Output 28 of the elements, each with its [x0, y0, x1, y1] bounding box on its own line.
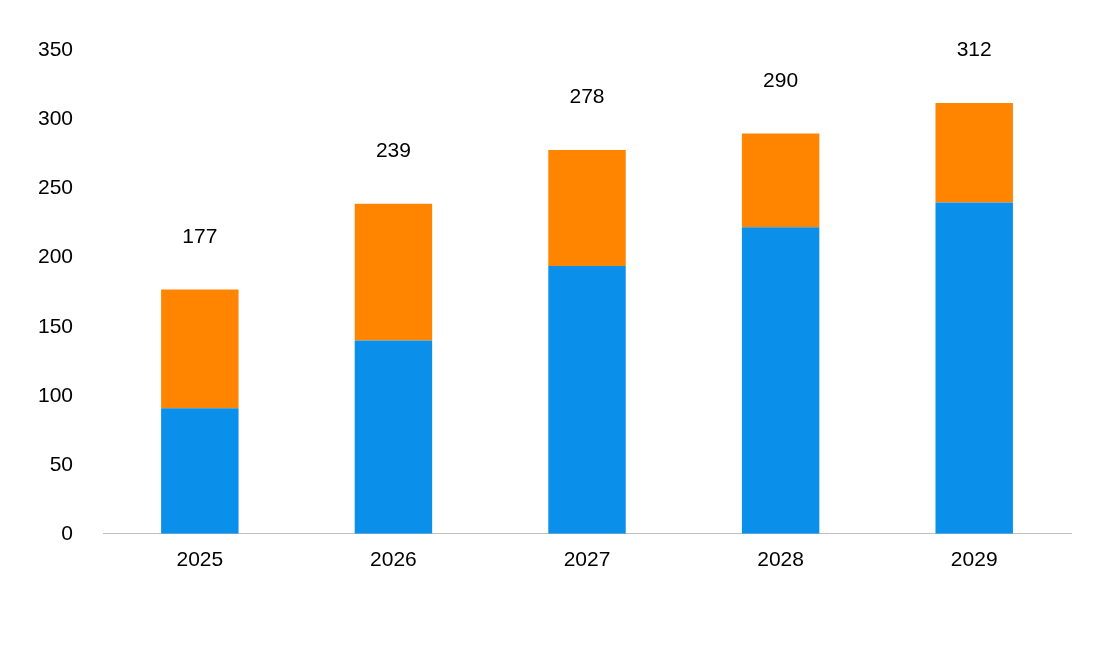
x-tick-label: 2029: [950, 547, 998, 571]
total-label: 312: [956, 37, 992, 61]
total-label: 239: [375, 138, 411, 162]
y-tick-label: 350: [37, 37, 74, 61]
x-tick-label: 2026: [370, 547, 417, 571]
y-tick-label: 150: [37, 313, 74, 337]
bar: [548, 150, 626, 266]
y-tick-label: 200: [37, 244, 74, 268]
y-tick-label: 300: [37, 106, 74, 130]
y-tick-label: 100: [37, 382, 74, 406]
y-tick-label: 50: [49, 451, 74, 475]
bar: [935, 103, 1013, 203]
y-tick-label: 250: [37, 175, 74, 199]
x-tick-label: 2025: [176, 547, 224, 571]
total-label: 278: [569, 84, 605, 108]
bar: [741, 133, 820, 228]
bar: [354, 203, 433, 341]
x-tick-label: 2028: [757, 547, 804, 571]
bar: [161, 289, 239, 409]
x-tick-label: 2027: [563, 547, 611, 571]
total-label: 290: [763, 67, 799, 91]
bar: [548, 265, 626, 534]
y-tick-label: 0: [61, 520, 74, 544]
bar: [935, 202, 1013, 534]
bar: [741, 227, 820, 534]
bar: [354, 340, 433, 534]
bar: [161, 408, 239, 534]
total-label: 177: [182, 223, 218, 247]
